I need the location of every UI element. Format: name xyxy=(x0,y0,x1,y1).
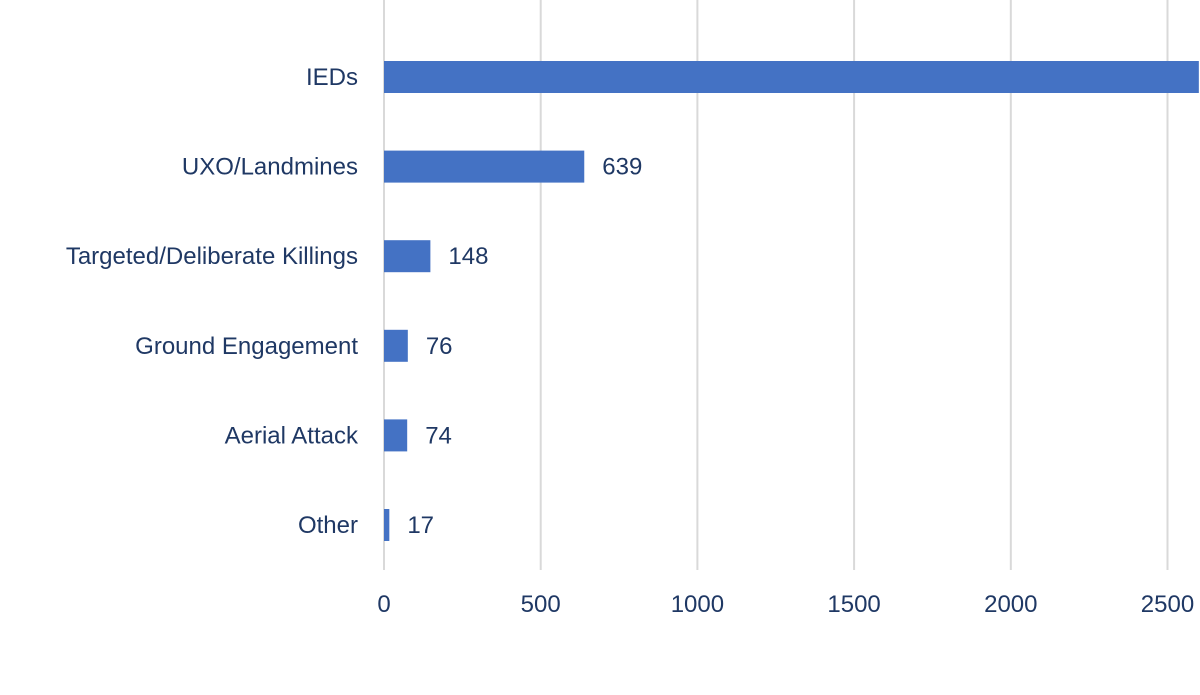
data-label: 17 xyxy=(407,512,434,539)
bar-4 xyxy=(384,419,408,452)
data-label: 148 xyxy=(448,243,488,270)
x-tick-label: 1000 xyxy=(671,591,724,618)
category-labels-layer: IEDs UXO/Landmines Targeted/Deliberate Kil… xyxy=(66,64,359,539)
bar-5 xyxy=(384,509,390,541)
bar-3 xyxy=(384,329,408,362)
data-label: 76 xyxy=(426,333,453,360)
category-label: Targeted/Deliberate Killings xyxy=(66,243,358,270)
category-label: Aerial Attack xyxy=(225,422,359,449)
x-tick-label: 2000 xyxy=(984,591,1037,618)
category-label: Ground Engagement xyxy=(135,333,358,360)
grid-layer xyxy=(383,0,1169,570)
x-tick-label: 500 xyxy=(521,591,561,618)
x-tick-label: 2500 xyxy=(1141,591,1194,618)
data-label: 639 xyxy=(602,154,642,181)
data-label: 74 xyxy=(425,422,452,449)
bar-0 xyxy=(384,61,1199,93)
category-label: IEDs xyxy=(306,64,358,91)
value-labels-layer: 639 148 76 74 17 xyxy=(407,154,642,539)
x-tick-label: 0 xyxy=(377,591,390,618)
x-axis-ticks-layer: 0 500 1000 1500 2000 2500 xyxy=(377,591,1194,618)
x-tick-label: 1500 xyxy=(827,591,880,618)
category-label: UXO/Landmines xyxy=(182,154,358,181)
bar-2 xyxy=(384,240,431,273)
bar-1 xyxy=(384,150,585,183)
bars-layer xyxy=(384,61,1199,541)
category-label: Other xyxy=(298,512,358,539)
